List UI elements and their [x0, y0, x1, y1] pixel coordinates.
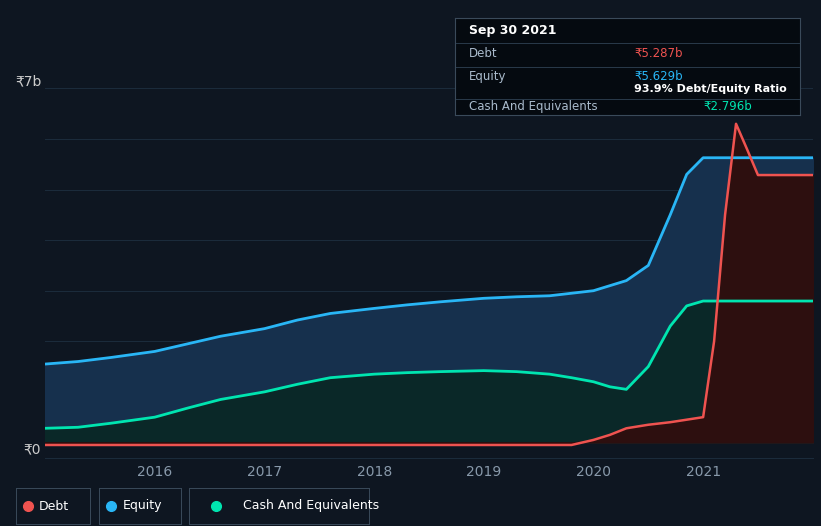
Text: Equity: Equity: [469, 70, 507, 83]
Text: Sep 30 2021: Sep 30 2021: [469, 24, 557, 37]
Text: Debt: Debt: [39, 500, 69, 512]
Text: Equity: Equity: [123, 500, 163, 512]
Text: ₹0: ₹0: [24, 442, 41, 457]
Text: ₹2.796b: ₹2.796b: [704, 100, 752, 113]
Text: 93.9% Debt/Equity Ratio: 93.9% Debt/Equity Ratio: [635, 84, 787, 94]
Text: ₹7b: ₹7b: [15, 74, 41, 88]
Text: ₹5.287b: ₹5.287b: [635, 47, 683, 60]
Text: Cash And Equivalents: Cash And Equivalents: [469, 100, 598, 113]
Text: ₹5.629b: ₹5.629b: [635, 70, 683, 83]
Text: Cash And Equivalents: Cash And Equivalents: [243, 500, 379, 512]
Text: Debt: Debt: [469, 47, 498, 60]
